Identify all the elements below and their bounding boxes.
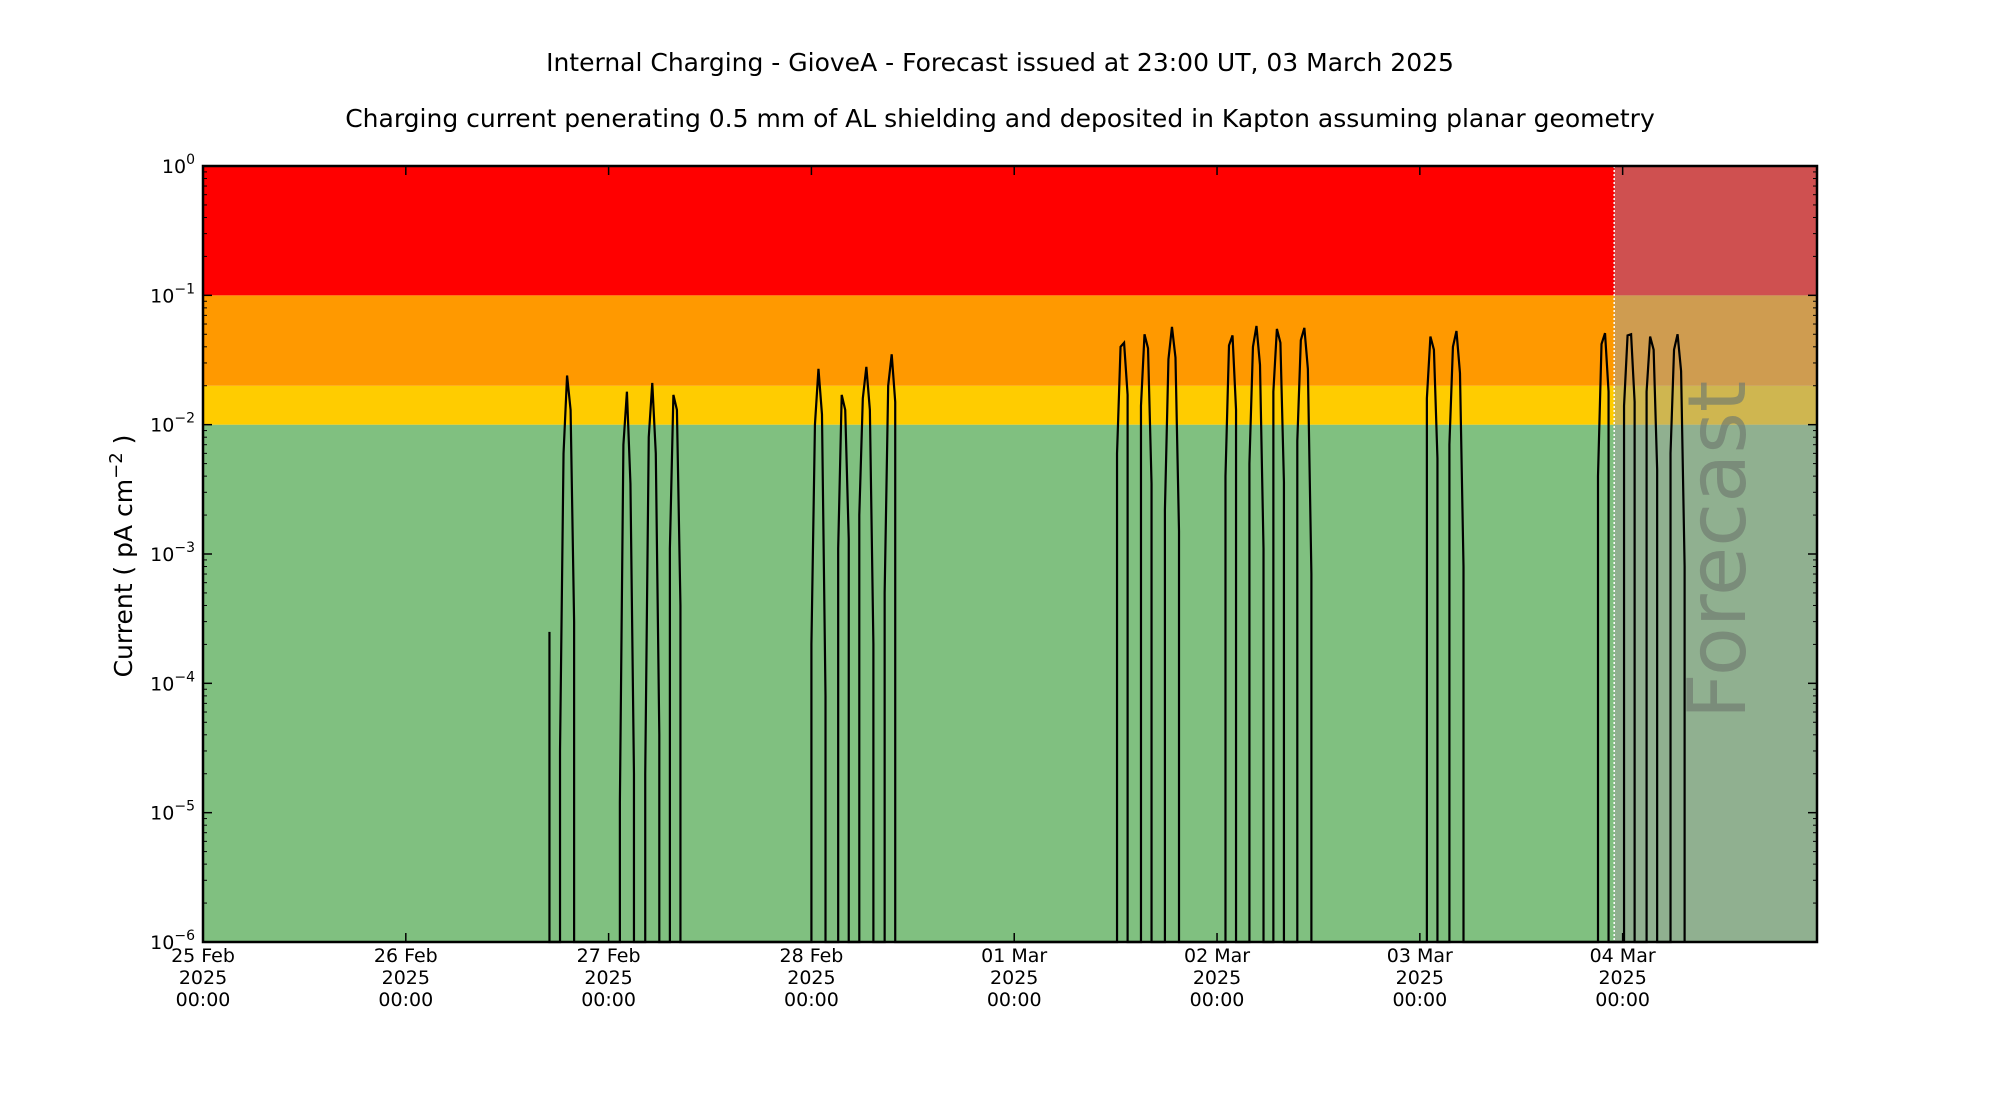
x-tick-label: 28 Feb: [779, 945, 843, 967]
x-tick-label: 00:00: [1595, 989, 1650, 1011]
y-tick-exponent: −1: [174, 281, 195, 297]
y-tick-exponent: −6: [174, 928, 195, 944]
x-tick-label: 2025: [179, 967, 227, 989]
x-tick-label: 01 Mar: [981, 945, 1047, 967]
y-axis-label-close: ): [109, 435, 138, 453]
y-tick-exponent: −5: [174, 799, 195, 815]
x-tick-label: 00:00: [176, 989, 231, 1011]
y-axis-label-exponent: −2: [106, 452, 127, 479]
y-tick-base: 10: [150, 932, 174, 954]
x-tick-label: 2025: [787, 967, 835, 989]
x-tick-label: 00:00: [784, 989, 839, 1011]
forecast-shade: [1614, 166, 1817, 942]
y-tick-base: 10: [150, 803, 174, 825]
forecast-label: Forecast: [1671, 381, 1764, 720]
y-tick-base: 10: [150, 673, 174, 695]
x-tick-label: 00:00: [581, 989, 636, 1011]
band-1: [203, 385, 1817, 425]
y-tick-exponent: −3: [174, 540, 195, 556]
x-tick-label: 00:00: [1392, 989, 1447, 1011]
y-tick-label: 10−3: [150, 540, 195, 566]
x-tick-label: 2025: [1193, 967, 1241, 989]
y-tick-label: 10−2: [150, 411, 195, 437]
y-tick-label: 10−5: [150, 799, 195, 825]
x-tick-label: 00:00: [1190, 989, 1245, 1011]
y-tick-base: 10: [150, 544, 174, 566]
chart-subtitle: Charging current penerating 0.5 mm of AL…: [345, 104, 1655, 133]
y-tick-label: 10−1: [150, 281, 195, 307]
x-tick-label: 00:00: [987, 989, 1042, 1011]
y-tick-exponent: −2: [174, 411, 195, 427]
y-tick-label: 100: [162, 152, 195, 178]
y-tick-base: 10: [150, 285, 174, 307]
chart-title: Internal Charging - GioveA - Forecast is…: [546, 48, 1454, 77]
y-tick-exponent: −4: [174, 669, 195, 685]
band-2: [203, 295, 1817, 386]
x-tick-label: 2025: [584, 967, 632, 989]
x-tick-label: 2025: [1396, 967, 1444, 989]
y-tick-base: 10: [150, 415, 174, 437]
band-0: [203, 424, 1817, 943]
x-tick-label: 27 Feb: [577, 945, 641, 967]
y-tick-base: 10: [162, 156, 186, 178]
x-tick-label: 2025: [382, 967, 430, 989]
forecast-region: [1613, 166, 1817, 942]
y-axis-label: Current ( pA cm−2 ): [106, 435, 138, 678]
risk-bands: [203, 166, 1817, 943]
x-tick-label: 04 Mar: [1590, 945, 1656, 967]
y-tick-label: 10−6: [150, 928, 195, 954]
x-tick-label: 2025: [1598, 967, 1646, 989]
band-3: [203, 166, 1817, 296]
x-tick-label: 03 Mar: [1387, 945, 1453, 967]
y-tick-label: 10−4: [150, 669, 195, 695]
x-tick-label: 00:00: [378, 989, 433, 1011]
x-tick-label: 26 Feb: [374, 945, 438, 967]
x-tick-label: 25 Feb: [171, 945, 235, 967]
y-tick-exponent: 0: [186, 152, 195, 168]
x-tick-label: 2025: [990, 967, 1038, 989]
x-tick-label: 02 Mar: [1184, 945, 1250, 967]
y-axis-label-text: Current ( pA cm: [109, 479, 138, 678]
